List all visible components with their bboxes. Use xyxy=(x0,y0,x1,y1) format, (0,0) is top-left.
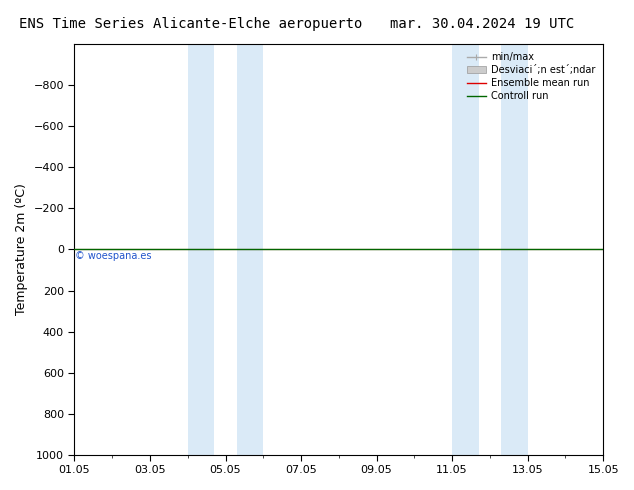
Bar xyxy=(452,45,479,455)
Bar xyxy=(237,45,263,455)
Y-axis label: Temperature 2m (ºC): Temperature 2m (ºC) xyxy=(15,184,28,316)
Text: © woespana.es: © woespana.es xyxy=(75,251,152,261)
Text: ENS Time Series Alicante-Elche aeropuerto: ENS Time Series Alicante-Elche aeropuert… xyxy=(18,17,362,31)
Bar xyxy=(188,45,214,455)
Text: mar. 30.04.2024 19 UTC: mar. 30.04.2024 19 UTC xyxy=(390,17,574,31)
Legend: min/max, Desviaci´;n est´;ndar, Ensemble mean run, Controll run: min/max, Desviaci´;n est´;ndar, Ensemble… xyxy=(464,49,598,104)
Bar xyxy=(501,45,527,455)
